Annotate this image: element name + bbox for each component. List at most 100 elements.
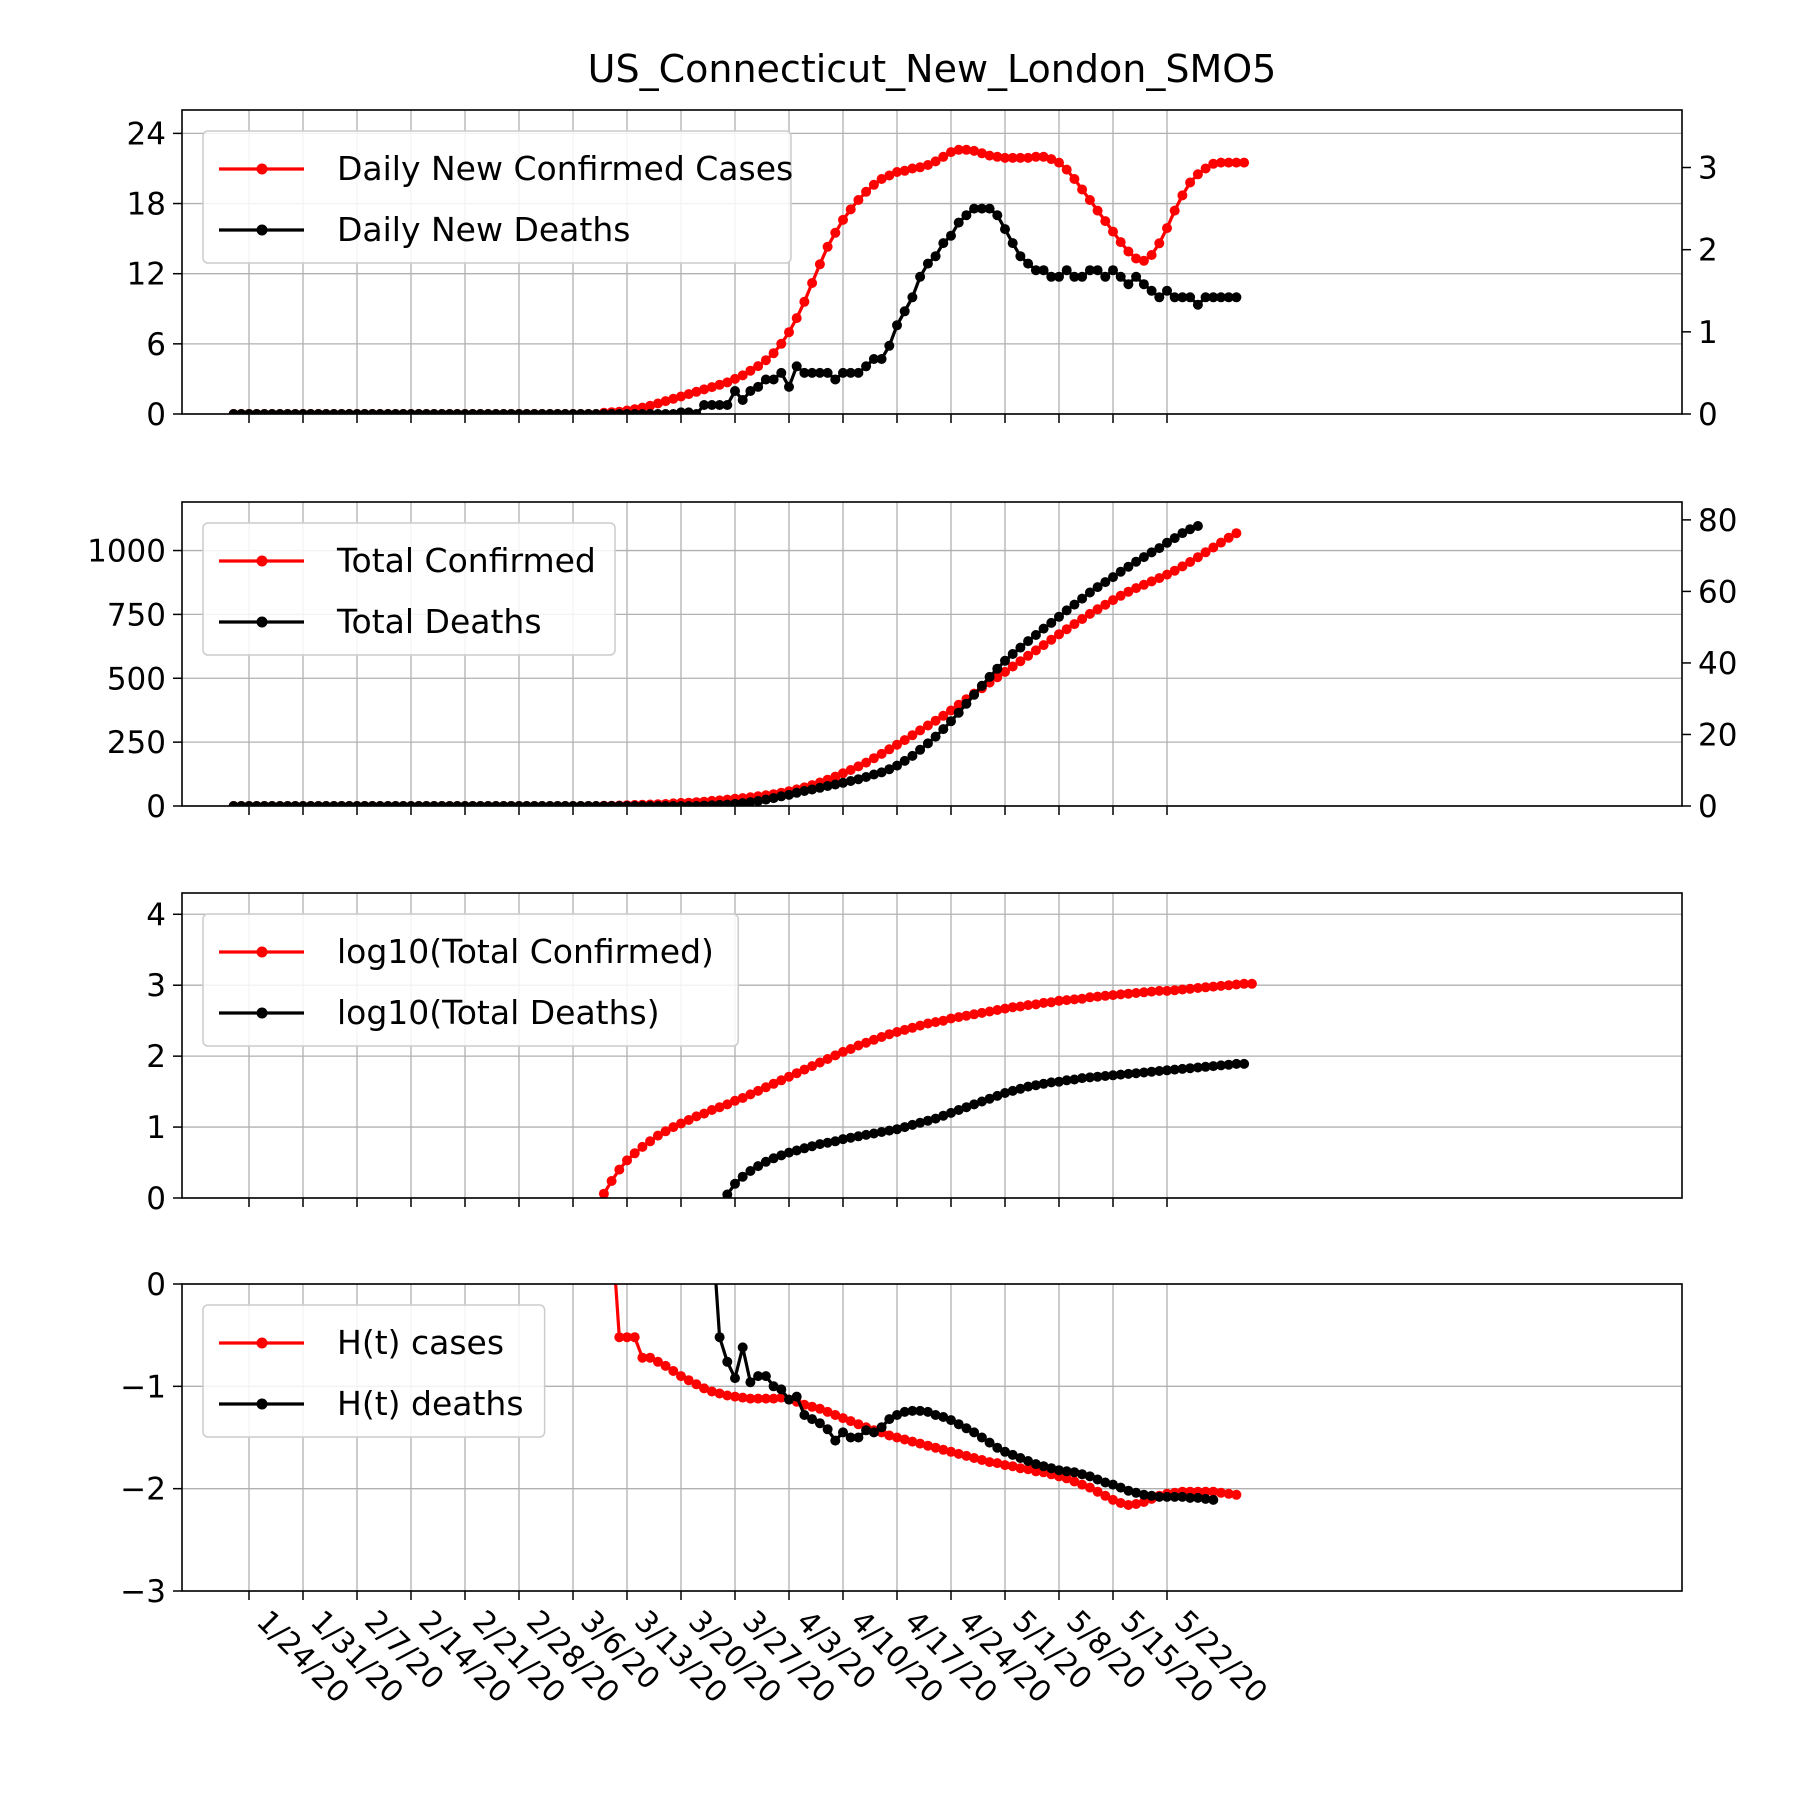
data-point (452, 409, 463, 414)
data-point (1069, 994, 1080, 1005)
data-point (506, 409, 517, 414)
data-point (1138, 579, 1149, 590)
data-point (1092, 265, 1103, 276)
data-point (922, 738, 933, 749)
y-tick-label: −1 (120, 1369, 166, 1405)
data-point (969, 689, 980, 700)
legend: Total Confirmed Total Deaths (202, 522, 616, 656)
data-point (490, 801, 501, 806)
data-point (1084, 195, 1095, 205)
data-point (706, 800, 717, 806)
data-point (722, 799, 733, 806)
y-tick-label: 250 (107, 725, 166, 761)
data-point (1154, 543, 1165, 554)
data-point (845, 367, 856, 378)
data-point (691, 801, 702, 806)
data-point (1000, 1446, 1010, 1457)
data-point (483, 801, 494, 806)
data-point (899, 1024, 910, 1035)
data-point (614, 1164, 625, 1175)
data-point (1038, 265, 1049, 276)
legend-label: Total Confirmed (336, 541, 596, 580)
data-point (768, 1078, 779, 1089)
data-point (1023, 1456, 1034, 1466)
data-point (1115, 1498, 1126, 1508)
data-point (1023, 1081, 1034, 1092)
data-point (830, 227, 841, 238)
series-line (614, 1284, 1237, 1507)
series-deaths (714, 1284, 1219, 1505)
data-point (907, 730, 918, 741)
data-point (730, 386, 740, 396)
data-point (984, 1457, 995, 1468)
data-point (930, 1113, 941, 1124)
data-point (1138, 552, 1149, 563)
data-point (892, 1124, 902, 1135)
data-point (298, 409, 308, 414)
data-point (976, 1455, 987, 1465)
data-point (992, 672, 1003, 683)
legend-swatch-marker (256, 946, 268, 958)
data-point (830, 779, 841, 790)
data-point (807, 367, 818, 378)
data-point (1185, 177, 1196, 188)
axes-frame (181, 892, 1683, 1199)
data-point (1123, 988, 1134, 999)
legend-label: log10(Total Deaths) (337, 993, 660, 1032)
data-point (907, 1022, 918, 1033)
data-point (313, 409, 324, 414)
data-point (645, 1352, 656, 1363)
data-point (236, 801, 247, 806)
data-point (1000, 152, 1010, 163)
data-point (706, 1386, 717, 1397)
data-point (1023, 1464, 1034, 1475)
data-point (899, 1434, 910, 1445)
data-point (622, 409, 632, 414)
data-point (838, 768, 848, 779)
data-point (776, 1075, 787, 1086)
data-point (382, 801, 393, 806)
data-point (1239, 978, 1250, 989)
data-point (845, 1416, 856, 1427)
data-point (1146, 250, 1157, 260)
data-point (352, 409, 362, 414)
data-point (838, 1134, 848, 1145)
data-point (544, 409, 555, 414)
data-point (660, 1360, 671, 1371)
data-point (822, 1424, 833, 1435)
data-point (915, 162, 926, 173)
data-point (429, 409, 440, 414)
data-point (876, 1422, 887, 1433)
legend-label: Total Deaths (336, 602, 542, 641)
data-point (915, 1438, 926, 1449)
data-point (753, 361, 764, 372)
data-point (791, 1391, 802, 1402)
data-point (1131, 253, 1142, 264)
data-point (1231, 157, 1242, 168)
data-point (907, 1119, 918, 1130)
data-point (1154, 238, 1165, 249)
data-point (1146, 1490, 1157, 1501)
data-point (922, 1440, 933, 1451)
data-point (1115, 566, 1126, 577)
data-point (1000, 666, 1010, 677)
data-point (1192, 1062, 1203, 1073)
series-cases (598, 978, 1257, 1198)
data-point (784, 1147, 794, 1158)
series-deaths (228, 521, 1203, 806)
data-point (768, 1393, 779, 1404)
data-point (1115, 1069, 1126, 1080)
data-point (1054, 157, 1064, 168)
data-point (676, 407, 686, 414)
data-point (737, 1171, 748, 1182)
data-point (683, 1375, 694, 1386)
data-point (791, 361, 802, 372)
data-point (907, 292, 918, 303)
data-point (830, 1435, 841, 1446)
data-point (1115, 590, 1126, 601)
data-point (745, 1166, 756, 1176)
data-point (946, 1415, 956, 1426)
data-point (1185, 557, 1196, 567)
